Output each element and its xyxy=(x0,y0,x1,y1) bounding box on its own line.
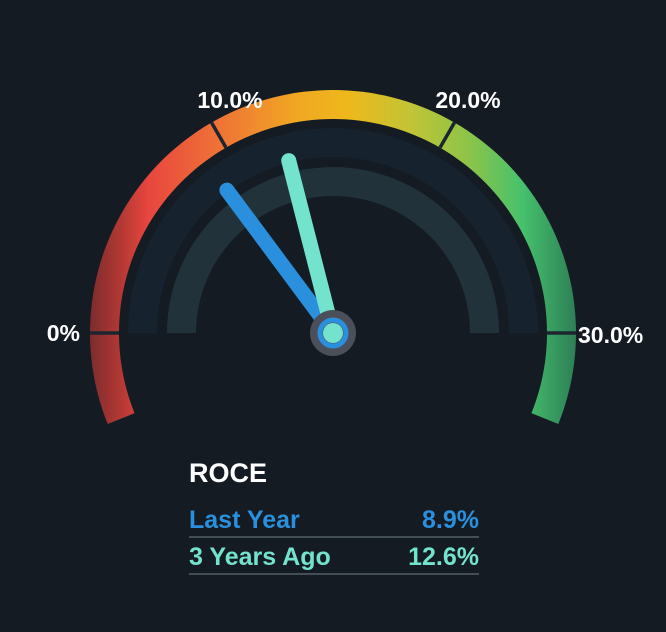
gauge-ticks xyxy=(90,121,576,335)
gauge-track-outer xyxy=(128,128,538,333)
hub-ring xyxy=(317,317,349,349)
gauge-hub xyxy=(310,310,356,356)
needle-last-year xyxy=(219,182,341,341)
legend: ROCE Last Year 8.9% 3 Years Ago 12.6% xyxy=(189,458,479,575)
legend-title: ROCE xyxy=(189,458,267,488)
axis-label-max: 30.0% xyxy=(578,322,643,348)
gauge-tracks xyxy=(128,128,538,333)
legend-value-last-year: 8.9% xyxy=(422,506,479,534)
hub-inner xyxy=(323,323,343,343)
needle-3-years-ago xyxy=(281,153,341,341)
axis-label-20: 20.0% xyxy=(435,87,500,113)
legend-label-3-years-ago: 3 Years Ago xyxy=(189,543,331,571)
axis-label-min: 0% xyxy=(47,320,80,346)
gauge-track-inner xyxy=(167,167,499,333)
legend-label-last-year: Last Year xyxy=(189,506,300,534)
tick-10 xyxy=(209,121,228,149)
gauge-needles xyxy=(219,153,341,341)
legend-value-3-years-ago: 12.6% xyxy=(408,543,479,571)
axis-label-10: 10.0% xyxy=(197,87,262,113)
tick-20 xyxy=(438,121,457,149)
